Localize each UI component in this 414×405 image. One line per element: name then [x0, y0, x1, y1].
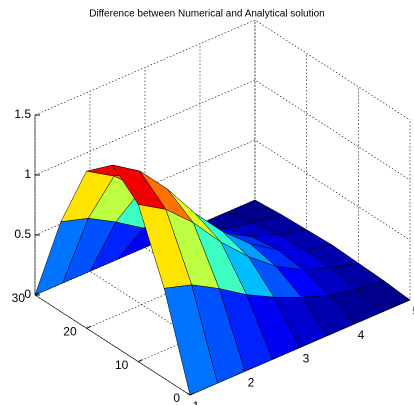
y-tick [189, 392, 195, 396]
x-tick-label: 5 [413, 304, 414, 318]
x-tick-label: 1 [193, 399, 200, 405]
x-tick [241, 368, 246, 372]
z-tick-label: 0 [24, 287, 31, 301]
chart-title: Difference between Numerical and Analyti… [89, 9, 325, 20]
x-tick [296, 345, 301, 348]
surface-patch [163, 284, 218, 396]
y-tick [86, 325, 91, 329]
y-tick-label: 30 [12, 291, 26, 305]
y-tick-label: 10 [115, 358, 129, 372]
y-tick [138, 359, 143, 363]
x-tick [406, 297, 411, 301]
z-tick-label: 1 [24, 167, 31, 181]
z-tick-label: 1.5 [14, 107, 31, 121]
y-tick [34, 292, 40, 296]
x-tick-label: 4 [358, 328, 365, 342]
z-tick-label: 0.5 [14, 227, 31, 241]
y-tick-label: 20 [63, 325, 77, 339]
x-tick [186, 392, 191, 396]
x-tick [351, 321, 356, 325]
x-tick-label: 2 [248, 375, 255, 389]
x-tick-label: 3 [303, 352, 310, 366]
y-tick-label: 0 [173, 391, 180, 405]
